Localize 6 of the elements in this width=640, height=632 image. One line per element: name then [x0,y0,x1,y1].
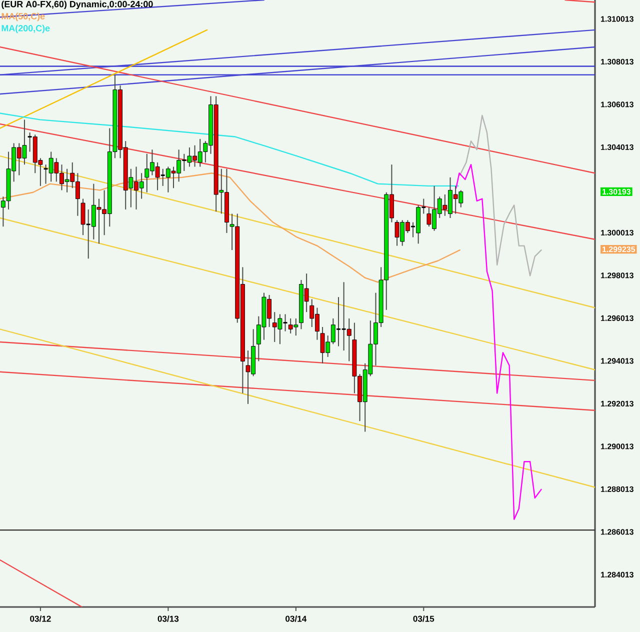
x-tick-label: 03/15 [413,616,434,622]
text: MA(200,C)e [2,24,50,34]
x-tick-label: 03/13 [158,616,179,622]
chart-title: (EUR A0-FX,60) Dynamic,0:00-24:00 [2,0,153,10]
x-tick-label: 03/12 [30,616,51,622]
x-tick-label: 03/14 [286,616,307,622]
